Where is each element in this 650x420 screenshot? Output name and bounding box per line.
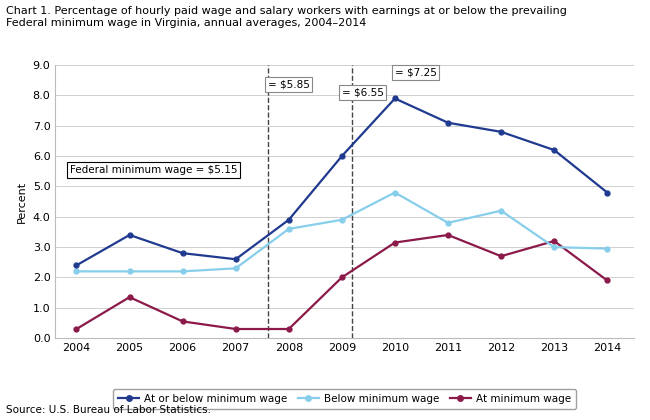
Text: Source: U.S. Bureau of Labor Statistics.: Source: U.S. Bureau of Labor Statistics. [6, 405, 211, 415]
Legend: At or below minimum wage, Below minimum wage, At minimum wage: At or below minimum wage, Below minimum … [113, 389, 576, 410]
At minimum wage [551, 239, 558, 244]
Text: = $5.85: = $5.85 [268, 80, 309, 90]
At or below minimum wage [497, 129, 505, 134]
Line: At or below minimum wage: At or below minimum wage [74, 96, 610, 268]
Text: Federal minimum wage in Virginia, annual averages, 2004–2014: Federal minimum wage in Virginia, annual… [6, 18, 367, 28]
At minimum wage [125, 295, 133, 300]
Below minimum wage [125, 269, 133, 274]
Below minimum wage [391, 190, 399, 195]
At or below minimum wage [338, 154, 346, 159]
At minimum wage [444, 232, 452, 237]
At minimum wage [603, 278, 611, 283]
At minimum wage [285, 326, 292, 331]
Line: Below minimum wage: Below minimum wage [74, 190, 610, 274]
At or below minimum wage [603, 190, 611, 195]
Text: = $6.55: = $6.55 [342, 87, 384, 97]
At minimum wage [497, 254, 505, 259]
At or below minimum wage [551, 147, 558, 152]
At or below minimum wage [179, 251, 187, 256]
At minimum wage [232, 326, 240, 331]
At or below minimum wage [285, 217, 292, 222]
Below minimum wage [285, 226, 292, 231]
Below minimum wage [497, 208, 505, 213]
Below minimum wage [444, 220, 452, 226]
At minimum wage [338, 275, 346, 280]
At or below minimum wage [73, 263, 81, 268]
Text: Federal minimum wage = $5.15: Federal minimum wage = $5.15 [70, 165, 237, 175]
At minimum wage [391, 240, 399, 245]
Below minimum wage [603, 246, 611, 251]
At or below minimum wage [391, 96, 399, 101]
At minimum wage [179, 319, 187, 324]
Below minimum wage [179, 269, 187, 274]
At or below minimum wage [444, 120, 452, 125]
Below minimum wage [551, 244, 558, 249]
At minimum wage [73, 326, 81, 331]
Below minimum wage [73, 269, 81, 274]
Below minimum wage [338, 217, 346, 222]
Y-axis label: Percent: Percent [17, 181, 27, 223]
Text: = $7.25: = $7.25 [395, 68, 437, 78]
At or below minimum wage [125, 232, 133, 237]
Line: At minimum wage: At minimum wage [74, 233, 610, 331]
Below minimum wage [232, 266, 240, 271]
At or below minimum wage [232, 257, 240, 262]
Text: Chart 1. Percentage of hourly paid wage and salary workers with earnings at or b: Chart 1. Percentage of hourly paid wage … [6, 6, 567, 16]
